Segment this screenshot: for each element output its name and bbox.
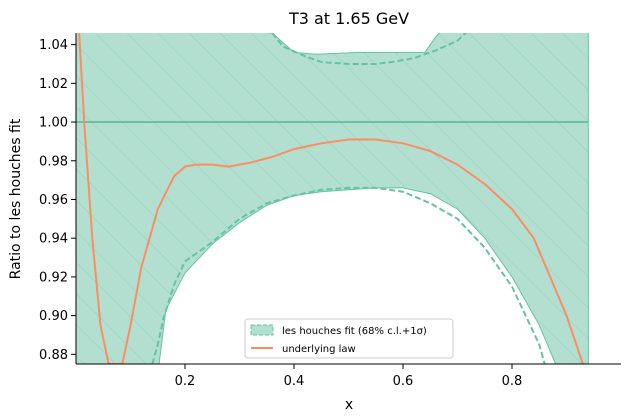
y-tick-label: 0.98 <box>39 154 68 169</box>
plot-area <box>76 33 589 364</box>
y-tick-label: 0.94 <box>39 232 68 247</box>
y-axis-label: Ratio to les houches fit <box>8 118 24 279</box>
y-tick-label: 0.96 <box>39 193 68 208</box>
x-axis-label: x <box>345 397 353 413</box>
y-tick-label: 0.90 <box>39 309 68 324</box>
axes: 0.2 0.4 0.6 0.8 0.88 0.90 0.92 0.94 0.96 0.98 1.00… <box>39 33 621 389</box>
legend-band-label: les houches fit (68% c.l.+1σ) <box>282 326 427 337</box>
y-tick-label: 1.00 <box>39 116 68 131</box>
band-68-upper-line <box>271 33 468 65</box>
legend-band-swatch <box>250 324 274 336</box>
legend-frame <box>244 318 454 359</box>
y-tick-label: 1.02 <box>39 77 68 92</box>
chart-title: T3 at 1.65 GeV <box>288 9 409 28</box>
x-tick-label: 0.4 <box>284 374 305 389</box>
x-tick-label: 0.6 <box>393 374 414 389</box>
x-tick-label: 0.2 <box>175 374 196 389</box>
band-hatch <box>76 33 589 364</box>
x-tick-label: 0.8 <box>502 374 523 389</box>
y-tick-label: 0.92 <box>39 270 68 285</box>
y-tick-label: 1.04 <box>39 38 68 53</box>
band-68-lower-line <box>151 186 546 364</box>
legend-law-label: underlying law <box>282 344 356 355</box>
underlying-law-line <box>78 33 584 364</box>
legend: les houches fit (68% c.l.+1σ) underlying… <box>244 318 454 359</box>
y-tick-label: 0.88 <box>39 348 68 363</box>
